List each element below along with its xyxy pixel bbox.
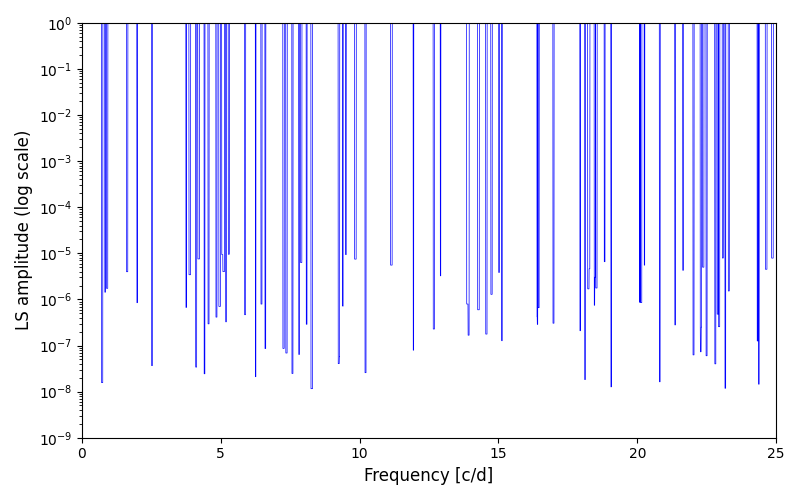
- X-axis label: Frequency [c/d]: Frequency [c/d]: [364, 467, 494, 485]
- Y-axis label: LS amplitude (log scale): LS amplitude (log scale): [15, 130, 33, 330]
